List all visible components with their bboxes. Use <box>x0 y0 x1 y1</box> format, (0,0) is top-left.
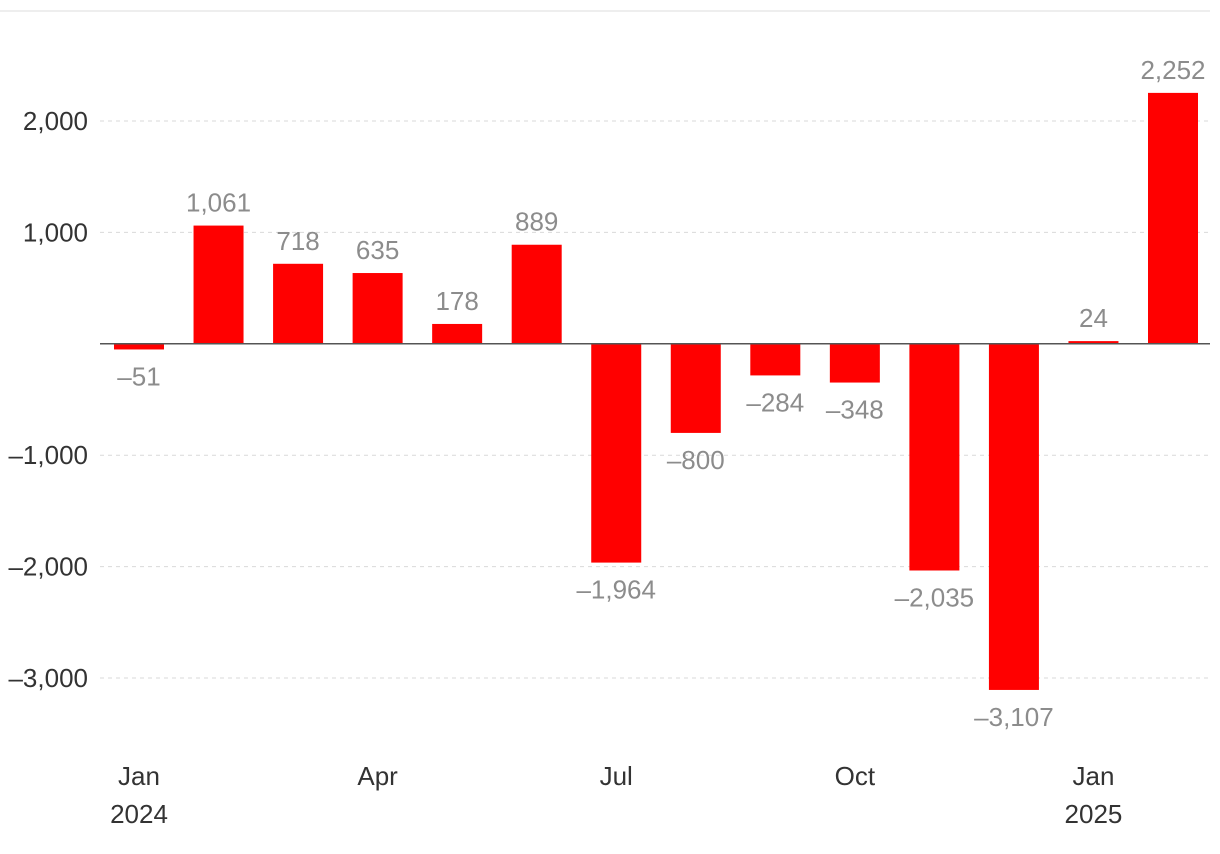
x-tick-label: Jul <box>600 761 633 791</box>
bar <box>432 323 483 344</box>
data-label: –284 <box>746 387 804 417</box>
y-tick-label: –3,000 <box>8 663 88 693</box>
bar <box>1068 341 1119 344</box>
data-label: 24 <box>1079 303 1108 333</box>
bar <box>1148 92 1198 344</box>
bar <box>193 225 244 344</box>
y-tick-label: 1,000 <box>23 217 88 247</box>
x-tick-label: Jan <box>1073 761 1115 791</box>
y-tick-label: –1,000 <box>8 440 88 470</box>
bar <box>829 343 880 383</box>
y-tick-label: –2,000 <box>8 552 88 582</box>
bar <box>988 343 1039 690</box>
data-label: 718 <box>276 226 319 256</box>
data-labels: –51 1,061 718 635 178 889 –1,964 –800 –284 –348 –2… <box>117 55 1205 732</box>
data-label: –800 <box>667 445 725 475</box>
bar <box>909 343 960 571</box>
bars <box>114 92 1198 690</box>
bar <box>591 343 642 563</box>
y-axis: 2,000 1,000 –1,000 –2,000 –3,000 <box>8 106 88 693</box>
bar <box>670 343 721 433</box>
bar <box>114 343 164 350</box>
bar <box>273 263 324 344</box>
x-tick-label: Apr <box>357 761 398 791</box>
data-label: –1,964 <box>576 575 656 605</box>
x-tick-label: Oct <box>835 761 876 791</box>
bar <box>352 273 403 344</box>
data-label: 178 <box>435 286 478 316</box>
data-label: 1,061 <box>186 188 251 218</box>
data-label: –51 <box>117 361 160 391</box>
data-label: 2,252 <box>1140 55 1205 85</box>
data-label: 889 <box>515 207 558 237</box>
data-label: –3,107 <box>974 702 1054 732</box>
data-label: 635 <box>356 235 399 265</box>
bar <box>511 244 562 344</box>
grid-lines <box>100 120 1210 679</box>
x-tick-year-label: 2025 <box>1065 799 1123 829</box>
x-axis: Jan 2024 Apr Jul Oct Jan 2025 <box>110 761 1122 829</box>
y-tick-label: 2,000 <box>23 106 88 136</box>
x-tick-year-label: 2024 <box>110 799 168 829</box>
data-label: –2,035 <box>895 583 975 613</box>
bar <box>750 343 801 376</box>
data-label: –348 <box>826 395 884 425</box>
x-tick-label: Jan <box>118 761 160 791</box>
